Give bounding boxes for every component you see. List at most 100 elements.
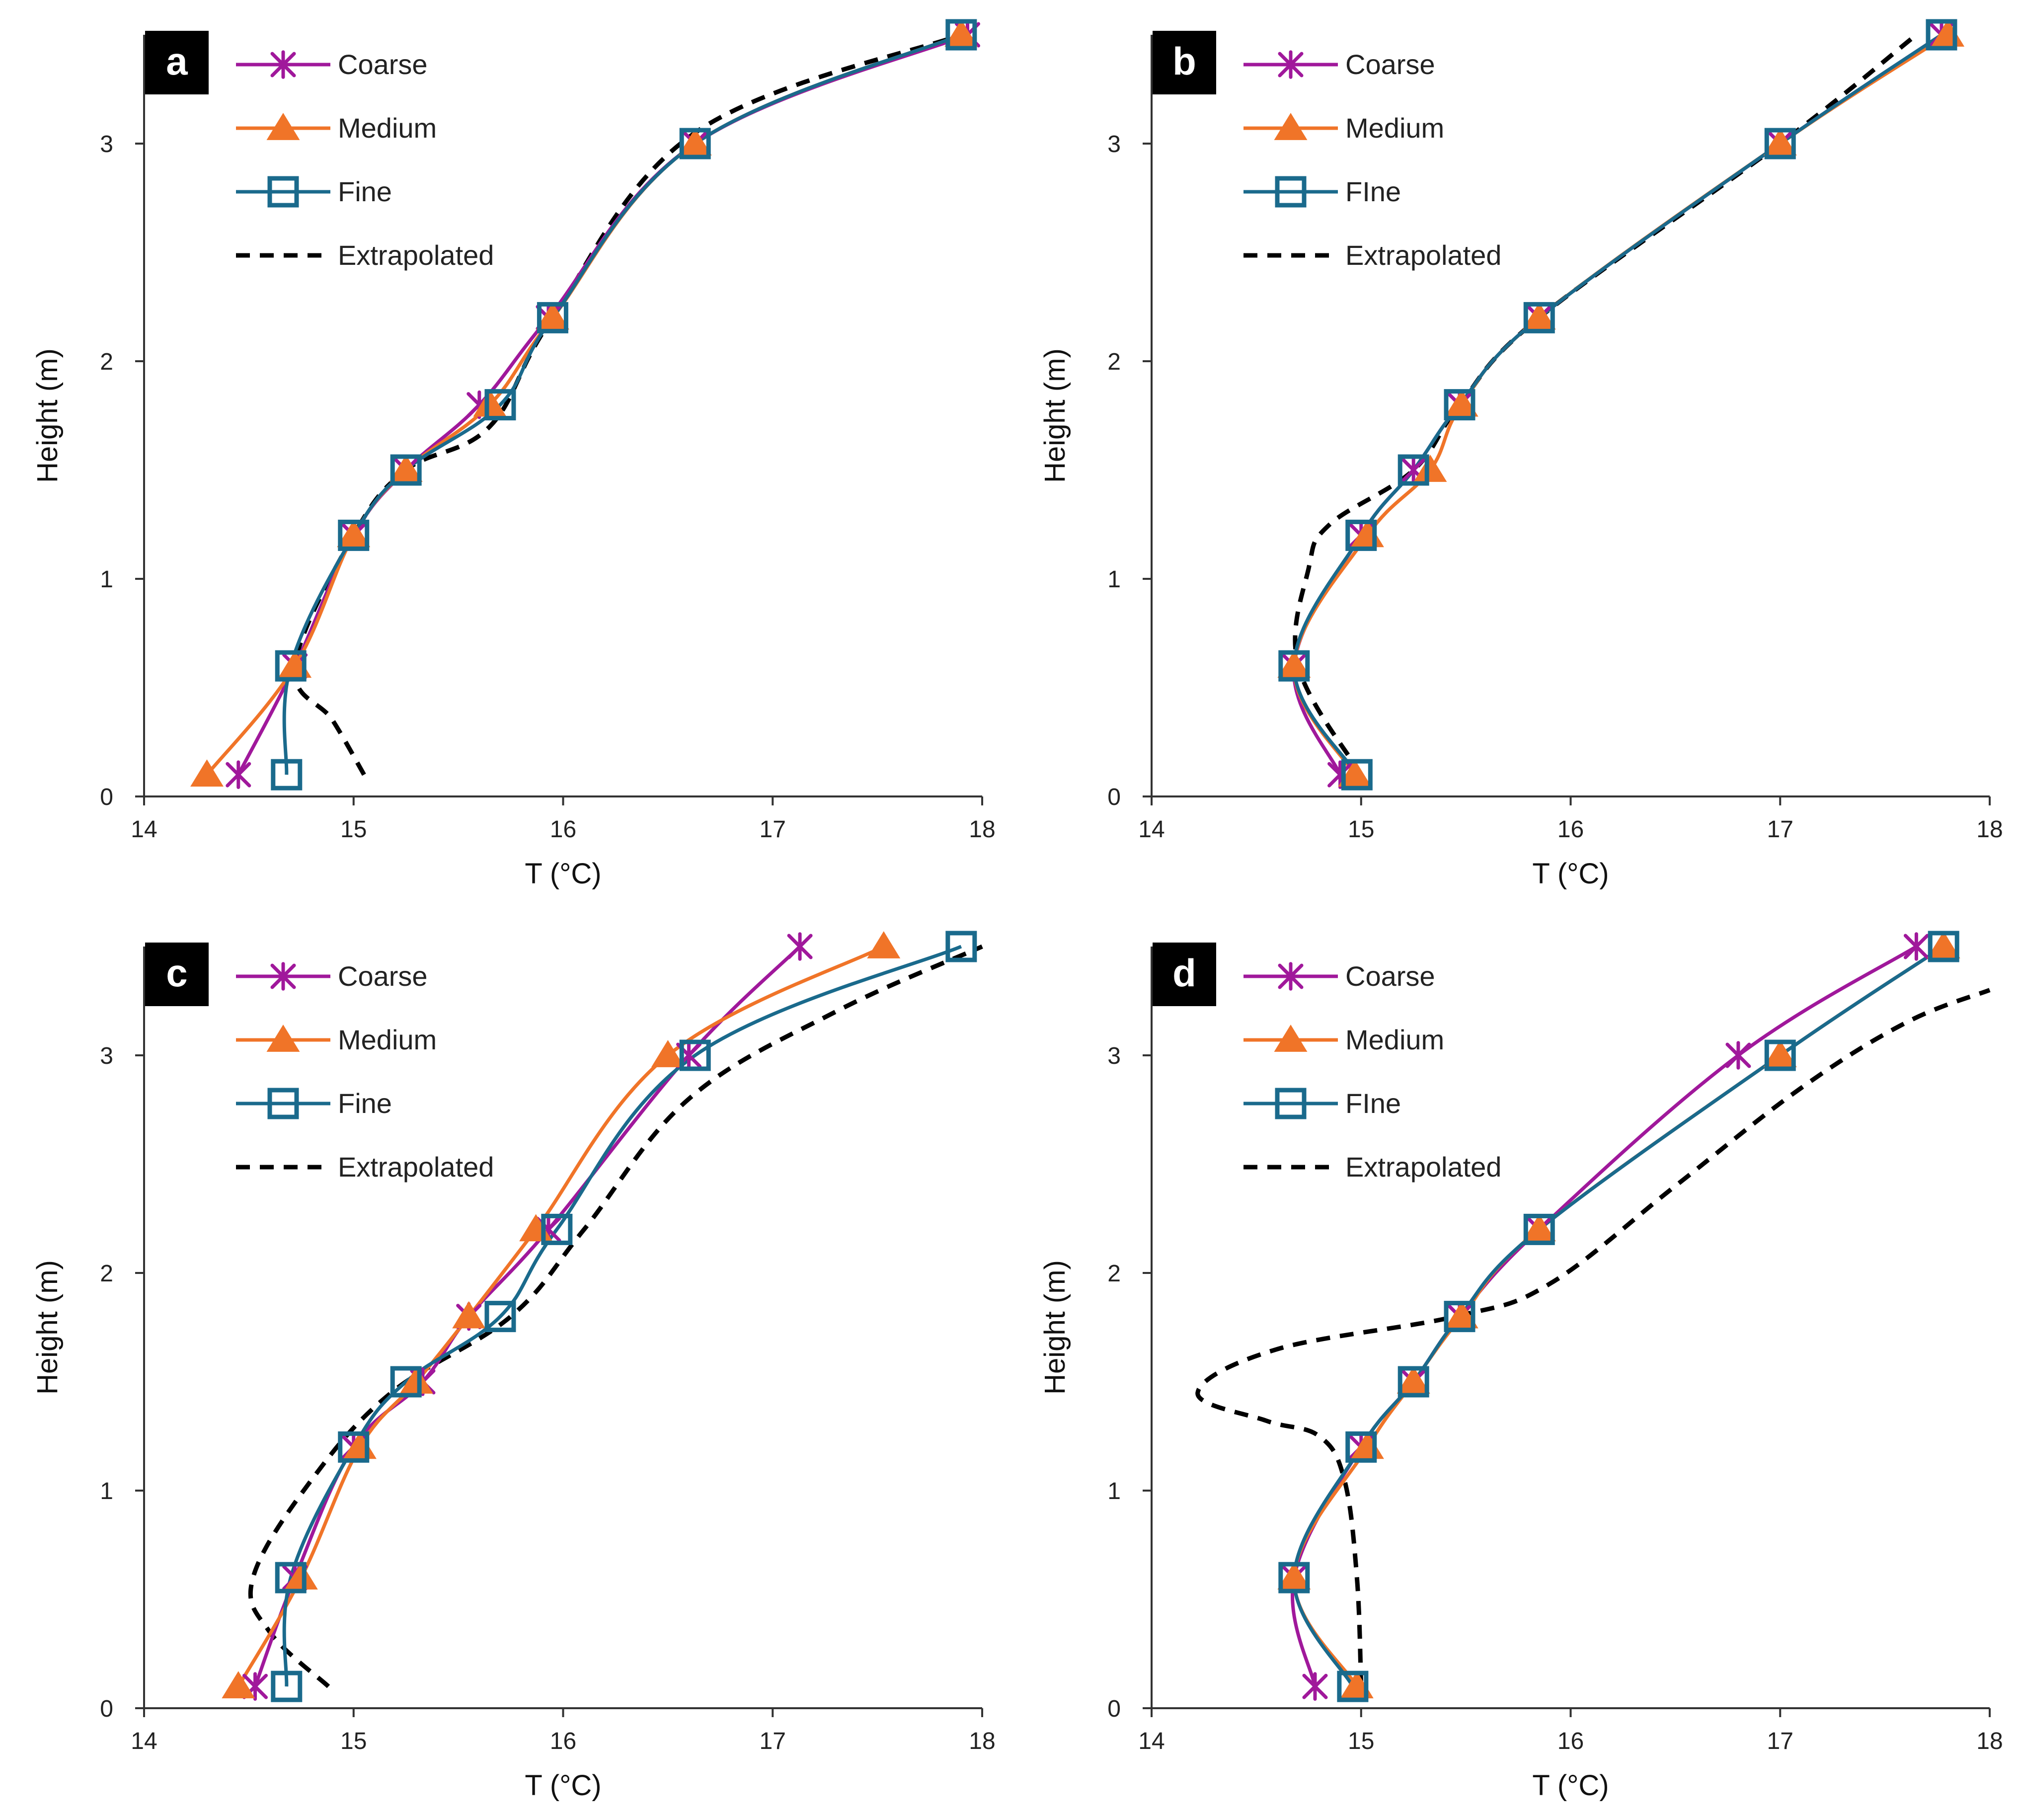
data-point-medium: [1445, 1301, 1478, 1329]
series-line-coarse: [253, 945, 801, 1687]
y-tick-label: 0: [1107, 784, 1121, 810]
panel-label-badge: [1153, 31, 1216, 94]
data-point-fine: [1398, 1366, 1429, 1398]
x-tick-label: 17: [760, 816, 786, 843]
legend-marker-medium: [266, 113, 300, 140]
legend-marker-coarse: [1278, 50, 1304, 79]
y-tick-label: 3: [1107, 131, 1121, 158]
series-line-coarse: [1291, 945, 1918, 1687]
data-point-coarse: [787, 932, 813, 961]
y-tick-label: 1: [1107, 566, 1121, 593]
data-point-fine: [275, 1562, 307, 1593]
x-tick-label: 18: [1976, 816, 2003, 843]
y-axis-title: Height (m): [31, 1260, 64, 1395]
x-tick-label: 16: [550, 816, 576, 843]
data-point-fine: [537, 302, 568, 333]
data-point-medium: [389, 455, 423, 482]
data-point-coarse: [226, 760, 251, 789]
series-line-medium: [205, 33, 962, 776]
data-point-fine: [1926, 19, 1957, 51]
data-point-fine: [1278, 1562, 1310, 1593]
y-tick-label: 1: [100, 566, 113, 593]
panel-label: b: [1172, 39, 1196, 83]
y-tick-label: 2: [100, 1261, 113, 1287]
x-tick-label: 16: [1557, 816, 1584, 843]
series-line-extrapolated: [248, 944, 983, 1688]
data-point-fine: [275, 650, 307, 682]
panel-label-badge: [145, 943, 209, 1006]
data-point-fine: [338, 1431, 370, 1463]
data-point-medium: [1763, 1040, 1797, 1067]
legend-label: Medium: [338, 112, 437, 144]
series-line-fine: [1292, 33, 1942, 776]
legend-label: Coarse: [1345, 49, 1435, 80]
y-tick-label: 3: [1107, 1043, 1121, 1069]
data-point-medium: [1763, 128, 1797, 156]
x-tick-label: 14: [131, 816, 157, 843]
data-point-fine: [541, 1213, 573, 1245]
legend-marker-coarse: [270, 962, 296, 991]
legend-marker-medium: [1274, 113, 1308, 140]
data-point-medium: [536, 302, 569, 330]
y-tick-label: 1: [1107, 1478, 1121, 1504]
data-point-medium: [1277, 1562, 1311, 1590]
legend-marker-coarse: [270, 50, 296, 79]
x-tick-label: 15: [340, 1728, 367, 1754]
data-point-fine: [1928, 931, 1959, 962]
data-point-fine: [390, 454, 422, 486]
series-line-extrapolated: [292, 32, 962, 776]
panel-label-badge: [145, 31, 209, 94]
data-point-medium: [343, 1431, 377, 1459]
data-point-medium: [651, 1040, 685, 1067]
series-line-coarse: [1292, 33, 1942, 776]
panel-b: 14 15 16 17 18 0 1 2 3 T (°C) Height (m) b Coarse Med…: [1039, 19, 2003, 890]
data-point-fine: [484, 389, 516, 421]
legend-marker-fine: [267, 176, 299, 208]
data-point-medium: [678, 128, 712, 156]
series-line-fine: [282, 945, 962, 1687]
data-point-coarse: [1903, 932, 1929, 961]
x-axis-title: T (°C): [525, 858, 601, 890]
data-point-fine: [945, 19, 977, 51]
data-point-medium: [337, 520, 371, 548]
data-point-medium: [1931, 19, 1965, 47]
data-point-fine: [390, 1366, 422, 1398]
data-point-fine: [1523, 1213, 1555, 1245]
data-point-medium: [1522, 302, 1556, 330]
data-point-fine: [1444, 389, 1476, 421]
x-axis-title: T (°C): [1532, 858, 1609, 890]
data-point-fine: [484, 1301, 516, 1333]
legend-marker-fine: [267, 1088, 299, 1119]
series-line-coarse: [236, 33, 968, 776]
data-point-medium: [867, 931, 901, 958]
data-point-fine: [1341, 759, 1373, 791]
panel-a: 14 15 16 17 18 0 1 2 3 T (°C) Height (m) a Coarse Med…: [31, 19, 996, 890]
y-tick-label: 0: [100, 1696, 113, 1722]
data-point-fine: [1444, 1301, 1476, 1333]
x-tick-label: 15: [340, 816, 367, 843]
y-tick-label: 0: [1107, 1696, 1121, 1722]
data-point-medium: [1413, 455, 1447, 482]
data-point-fine: [1764, 128, 1796, 159]
panel-label-badge: [1153, 943, 1216, 1006]
data-point-medium: [1397, 1366, 1430, 1394]
y-tick-label: 3: [100, 1043, 113, 1069]
data-point-fine: [945, 931, 977, 962]
data-point-medium: [399, 1366, 433, 1394]
legend-label: FIne: [1345, 1088, 1401, 1119]
data-point-fine: [1398, 454, 1429, 486]
legend-label: Coarse: [338, 49, 428, 80]
legend-marker-medium: [1274, 1025, 1308, 1052]
y-tick-label: 2: [1107, 1261, 1121, 1287]
data-point-fine: [1523, 302, 1555, 333]
data-point-medium: [1445, 389, 1478, 417]
data-point-medium: [284, 1562, 318, 1590]
data-point-medium: [452, 1301, 486, 1329]
y-tick-label: 1: [100, 1478, 113, 1504]
x-tick-label: 17: [760, 1728, 786, 1754]
x-tick-label: 18: [969, 1728, 995, 1754]
panel-label: d: [1172, 951, 1196, 995]
x-tick-label: 18: [1976, 1728, 2003, 1754]
y-axis-title: Height (m): [1039, 1260, 1071, 1395]
